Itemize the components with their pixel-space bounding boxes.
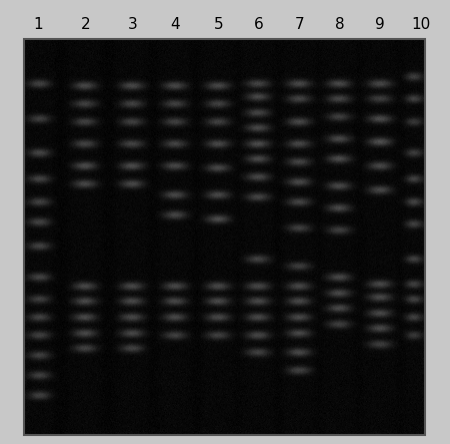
Text: 3: 3 xyxy=(128,17,138,32)
Bar xyxy=(24,0,425,39)
Text: 10: 10 xyxy=(411,17,430,32)
Bar xyxy=(425,0,450,444)
Text: 1: 1 xyxy=(33,17,43,32)
Text: 5: 5 xyxy=(213,17,223,32)
Bar xyxy=(24,39,425,435)
Text: 2: 2 xyxy=(81,17,90,32)
Text: 8: 8 xyxy=(335,17,345,32)
Text: 9: 9 xyxy=(375,17,385,32)
Text: 6: 6 xyxy=(254,17,264,32)
Bar xyxy=(24,435,425,444)
Bar xyxy=(0,0,24,444)
Text: 4: 4 xyxy=(171,17,180,32)
Text: 7: 7 xyxy=(294,17,304,32)
